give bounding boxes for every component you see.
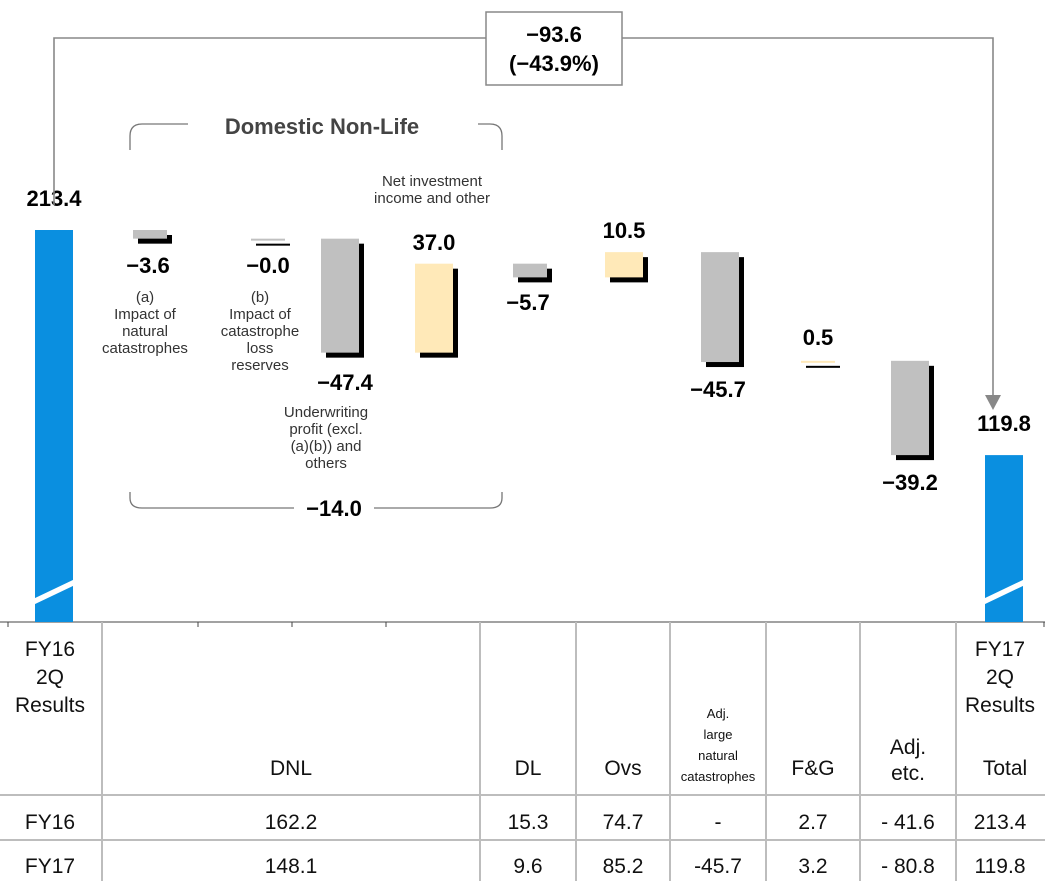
- table-header-adj-cat: catastrophes: [681, 769, 756, 784]
- caption-uw-profit: others: [305, 455, 347, 472]
- table-cell: 148.1: [265, 855, 318, 878]
- bar-cat-reserve: [251, 238, 285, 241]
- caption-cat-reserve: loss: [247, 340, 274, 357]
- bridge-box: [485, 11, 623, 86]
- group-label-bottom: −14.0: [306, 496, 362, 521]
- table-cell: 2.7: [798, 811, 827, 834]
- table-header-adj-cat: natural: [698, 748, 738, 763]
- bridge-change: −93.6: [526, 22, 582, 47]
- bar-shadow-cat-reserve: [256, 243, 290, 246]
- group-bracket-bottom-left: [129, 492, 294, 509]
- table-cell: 162.2: [265, 811, 318, 834]
- table-header-ovs: Ovs: [604, 757, 641, 780]
- bar-adj-cat: [701, 252, 739, 363]
- table-cell: 74.7: [603, 811, 644, 834]
- table-header-fy17: Results: [965, 694, 1035, 717]
- table-row-label: FY16: [25, 811, 75, 834]
- axis-break-fy17-total: [983, 579, 1025, 605]
- caption-net-invest: income and other: [374, 190, 490, 207]
- bar-uw-profit: [321, 238, 359, 353]
- table-cell: -45.7: [694, 855, 742, 878]
- bar-ovs: [605, 252, 643, 278]
- bridge-arrowhead: [985, 395, 1001, 410]
- bar-adj-etc: [891, 360, 929, 456]
- bar-nat-cat: [133, 230, 167, 239]
- table-header-total: Total: [983, 757, 1027, 780]
- table-header-fy16: Results: [15, 694, 85, 717]
- caption-nat-cat: (a): [136, 289, 154, 306]
- table-header-fy17: 2Q: [986, 666, 1014, 689]
- data-label-adj-etc: −39.2: [882, 470, 938, 495]
- bridge-line-left: [53, 37, 486, 205]
- caption-cat-reserve: reserves: [231, 357, 289, 374]
- table-cell: - 80.8: [881, 855, 935, 878]
- table-cell: 85.2: [603, 855, 644, 878]
- caption-uw-profit: (a)(b)) and: [291, 438, 362, 455]
- caption-nat-cat: catastrophes: [102, 340, 188, 357]
- table-cell: 15.3: [508, 811, 549, 834]
- caption-cat-reserve: Impact of: [229, 306, 292, 323]
- table-cell: - 41.6: [881, 811, 935, 834]
- caption-uw-profit: profit (excl.: [289, 421, 362, 438]
- table-header-adj-cat: large: [704, 727, 733, 742]
- bar-fy16-total: [35, 230, 73, 622]
- table-header-adj-etc: etc.: [891, 762, 925, 785]
- table-cell: -: [715, 811, 722, 834]
- table-header-fg: F&G: [791, 757, 834, 780]
- table-row-label: FY17: [25, 855, 75, 878]
- bar-fg: [801, 360, 835, 363]
- bridge-line-right: [622, 37, 994, 396]
- data-label-fg: 0.5: [803, 325, 834, 350]
- group-label-top: Domestic Non-Life: [225, 114, 419, 139]
- table-header-adj-cat: Adj.: [707, 706, 729, 721]
- table-header-fy17: FY17: [975, 638, 1025, 661]
- table-header-adj-etc: Adj.: [890, 736, 926, 759]
- caption-cat-reserve: (b): [251, 289, 269, 306]
- table-cell: 213.4: [974, 811, 1027, 834]
- data-label-net-invest: 37.0: [413, 230, 456, 255]
- group-bracket-top-left: [129, 123, 188, 150]
- data-label-cat-reserve: −0.0: [246, 253, 289, 278]
- caption-nat-cat: Impact of: [114, 306, 177, 323]
- table-header-dnl: DNL: [270, 757, 312, 780]
- data-label-fy17-total: 119.8: [977, 411, 1031, 436]
- bar-net-invest: [415, 263, 453, 353]
- bar-dl: [513, 263, 547, 278]
- table-header-fy16: FY16: [25, 638, 75, 661]
- caption-nat-cat: natural: [122, 323, 168, 340]
- group-bracket-bottom-right: [374, 492, 503, 509]
- caption-net-invest: Net investment: [382, 173, 483, 190]
- table-cell: 3.2: [798, 855, 827, 878]
- table-cell: 9.6: [513, 855, 542, 878]
- bar-shadow-nat-cat: [138, 235, 172, 244]
- table-header-dl: DL: [515, 757, 542, 780]
- data-label-nat-cat: −3.6: [126, 253, 169, 278]
- table-cell: 119.8: [975, 855, 1026, 878]
- bar-shadow-fg: [806, 365, 840, 368]
- bridge-change-pct: (−43.9%): [509, 51, 599, 76]
- axis-break-fy16-total: [33, 579, 75, 605]
- data-label-uw-profit: −47.4: [317, 370, 373, 395]
- data-label-dl: −5.7: [506, 290, 549, 315]
- table-header-fy16: 2Q: [36, 666, 64, 689]
- data-label-ovs: 10.5: [603, 218, 646, 243]
- group-bracket-top-right: [478, 123, 503, 150]
- caption-uw-profit: Underwriting: [284, 404, 368, 421]
- caption-cat-reserve: catastrophe: [221, 323, 299, 340]
- data-label-adj-cat: −45.7: [690, 377, 746, 402]
